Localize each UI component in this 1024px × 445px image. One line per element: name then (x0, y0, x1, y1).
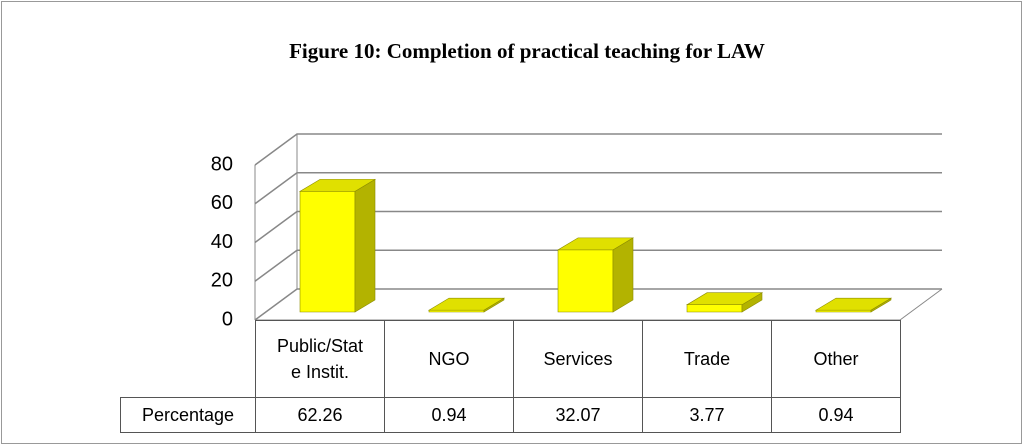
bar-side (612, 237, 634, 313)
y-tick-label: 0 (222, 308, 233, 330)
grid-line (254, 288, 942, 321)
bar-top (427, 297, 506, 311)
bar-front (557, 249, 614, 313)
floor-edge (899, 288, 943, 321)
table-value: 62.26 (255, 397, 385, 433)
grid-line (254, 172, 942, 205)
table-value: 3.77 (642, 397, 772, 433)
bar-front (299, 191, 356, 313)
bar (685, 292, 764, 313)
bar-side (354, 178, 376, 313)
y-tick-label: 20 (211, 270, 233, 292)
bar-top (685, 292, 764, 305)
y-tick-label: 40 (211, 231, 233, 253)
grid-line (254, 133, 942, 166)
chart-title: Figure 10: Completion of practical teach… (289, 39, 765, 63)
bar (298, 178, 377, 313)
x-tick-label: NGO (384, 320, 514, 398)
x-tick-label: Services (513, 320, 643, 398)
table-value: 0.94 (771, 397, 901, 433)
bar-top (556, 237, 635, 251)
x-tick-label: Trade (642, 320, 772, 398)
bar-top (298, 179, 377, 192)
legend-label: Percentage (120, 397, 256, 433)
bar-top (814, 297, 893, 311)
bar (427, 297, 506, 313)
grid-line (254, 249, 942, 282)
bar (814, 297, 893, 313)
y-tick-label: 60 (211, 192, 233, 214)
x-tick-label: Other (771, 320, 901, 398)
grid-line (254, 210, 942, 244)
bar-front (686, 304, 743, 313)
table-value: 32.07 (513, 397, 643, 433)
table-value: 0.94 (384, 397, 514, 433)
x-tick-label: Public/State Instit. (255, 320, 385, 398)
bar (556, 237, 635, 313)
y-tick-label: 80 (211, 153, 233, 175)
